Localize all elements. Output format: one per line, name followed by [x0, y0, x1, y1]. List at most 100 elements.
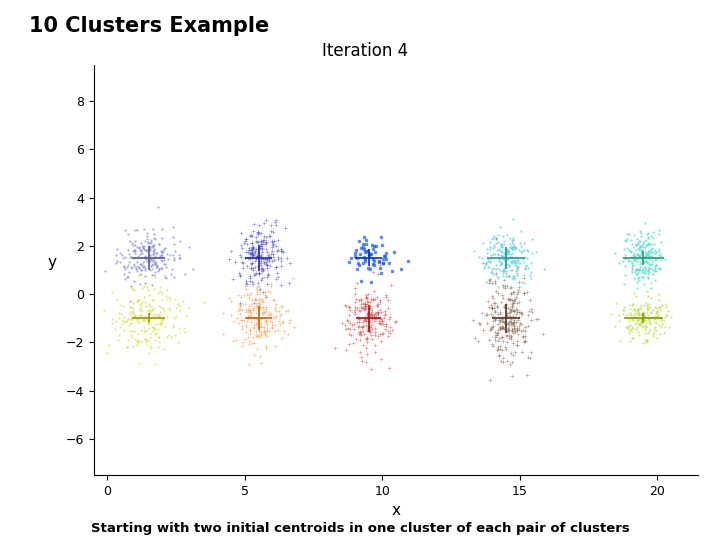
Point — [513, 307, 524, 316]
Point — [523, 311, 534, 320]
Text: Iteration 4: Iteration 4 — [322, 43, 408, 60]
Point — [242, 262, 253, 271]
Point — [246, 248, 258, 257]
Point — [359, 300, 371, 309]
Point — [124, 258, 135, 266]
Point — [635, 248, 647, 257]
Point — [636, 311, 648, 320]
Point — [138, 293, 150, 301]
Point — [149, 335, 161, 344]
Point — [640, 248, 652, 257]
Point — [260, 238, 271, 247]
Point — [144, 245, 156, 253]
Point — [140, 254, 151, 263]
Point — [135, 247, 147, 255]
Point — [361, 246, 372, 255]
Point — [367, 259, 379, 268]
Point — [639, 262, 651, 271]
Point — [618, 244, 629, 253]
Point — [503, 318, 515, 327]
Point — [364, 327, 376, 335]
Point — [248, 304, 260, 313]
Point — [166, 333, 177, 342]
Point — [114, 314, 125, 322]
Point — [500, 263, 512, 272]
Point — [628, 305, 639, 314]
Point — [526, 273, 537, 282]
Point — [654, 255, 666, 264]
Point — [361, 309, 373, 318]
Point — [655, 316, 667, 325]
Point — [505, 242, 516, 251]
Point — [118, 313, 130, 321]
Point — [135, 266, 147, 274]
Point — [234, 271, 246, 280]
Point — [606, 309, 617, 318]
Point — [639, 257, 651, 266]
Point — [144, 349, 156, 358]
Point — [143, 323, 155, 332]
Point — [513, 278, 525, 287]
Point — [514, 319, 526, 328]
Point — [505, 306, 517, 315]
Point — [508, 296, 520, 305]
Point — [255, 236, 266, 245]
Point — [139, 279, 150, 287]
Point — [228, 317, 240, 326]
Point — [642, 232, 654, 241]
Point — [500, 301, 511, 309]
Point — [129, 237, 140, 245]
Point — [649, 312, 661, 321]
Point — [359, 313, 371, 321]
Point — [138, 258, 149, 267]
Point — [270, 307, 282, 315]
Point — [164, 251, 176, 259]
Point — [279, 224, 291, 232]
Point — [355, 276, 366, 285]
Point — [516, 247, 527, 256]
Point — [626, 314, 637, 323]
Point — [99, 305, 110, 314]
Point — [266, 221, 277, 230]
Point — [149, 268, 161, 276]
Point — [356, 322, 367, 331]
Point — [361, 334, 373, 343]
Point — [254, 330, 266, 339]
Point — [261, 261, 272, 269]
Point — [115, 309, 127, 318]
Point — [228, 336, 239, 345]
Point — [147, 241, 158, 249]
Point — [502, 308, 513, 317]
Point — [504, 296, 516, 305]
Point — [162, 255, 174, 264]
Point — [261, 326, 272, 334]
Point — [499, 245, 510, 253]
Point — [655, 313, 667, 322]
Point — [514, 239, 526, 247]
Point — [632, 305, 644, 313]
Point — [259, 254, 271, 263]
Point — [636, 309, 648, 318]
Point — [518, 271, 530, 280]
Point — [264, 252, 275, 261]
Point — [477, 259, 488, 267]
Point — [480, 278, 492, 287]
Point — [241, 280, 253, 288]
Point — [131, 258, 143, 267]
Point — [361, 294, 372, 302]
Point — [492, 254, 504, 263]
Point — [250, 314, 261, 323]
Point — [370, 310, 382, 319]
Point — [139, 264, 150, 272]
Point — [366, 335, 378, 343]
Point — [360, 303, 372, 312]
Point — [272, 255, 284, 264]
Point — [135, 269, 147, 278]
Point — [636, 245, 648, 254]
Point — [248, 271, 259, 280]
Point — [153, 319, 164, 328]
Point — [640, 338, 652, 346]
Point — [647, 247, 659, 256]
Point — [249, 247, 261, 256]
Point — [130, 264, 142, 273]
